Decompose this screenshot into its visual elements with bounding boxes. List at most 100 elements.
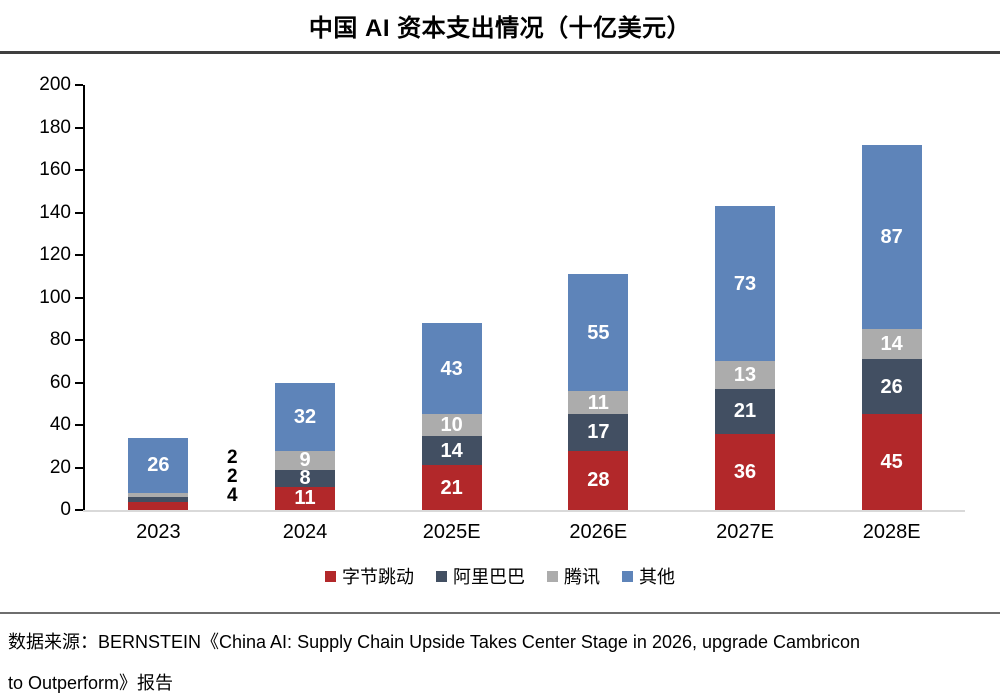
y-axis-line xyxy=(83,85,85,512)
legend-label: 字节跳动 xyxy=(342,567,414,587)
source-note: 数据来源：BERNSTEIN《China AI: Supply Chain Up… xyxy=(8,622,996,697)
y-axis-tick xyxy=(75,509,83,511)
y-axis-tick-label: 20 xyxy=(49,456,71,478)
y-axis-tick-label: 120 xyxy=(39,244,71,265)
y-axis-tick xyxy=(75,169,83,171)
bar-value-label: 21 xyxy=(440,476,463,499)
bar-value-label-outside: 2 xyxy=(227,447,238,468)
x-axis-category-label: 2023 xyxy=(136,521,181,543)
plot-area: 0 20 40 60 80 100 120 140 160 180 200 26 2 2 4 2023 11 8 9… xyxy=(39,74,965,543)
bar-value-label: 36 xyxy=(733,460,757,483)
y-axis-tick xyxy=(75,211,83,214)
source-line-2: to Outperform》报告 xyxy=(8,673,174,693)
bar-value-label: 17 xyxy=(587,421,610,444)
legend-item-阿里巴巴: 阿里巴巴 xyxy=(436,563,525,589)
y-axis-tick-label: 160 xyxy=(39,159,71,180)
legend-swatch-icon xyxy=(436,570,447,582)
chart-title: 中国 AI 资本支出情况（十亿美元） xyxy=(308,15,692,42)
bar-segment-其他-2027E: 73 xyxy=(715,206,775,362)
bar-segment-其他-2023: 26 xyxy=(128,437,189,493)
x-axis-category-label: 2028E xyxy=(862,521,921,543)
top-divider-line xyxy=(0,51,1000,54)
bar-segment-其他-2024: 32 xyxy=(275,382,335,451)
bar-segment-阿里巴巴-2024: 8 xyxy=(275,467,335,490)
y-axis-tick-label: 180 xyxy=(39,116,71,138)
bar-segment-字节跳动-2026E: 28 xyxy=(568,450,629,510)
y-axis-tick-label: 140 xyxy=(39,201,71,223)
x-axis-category-label: 2026E xyxy=(569,521,628,543)
y-axis-tick xyxy=(75,84,83,86)
bar-segment-腾讯-2024: 9 xyxy=(275,449,335,472)
bar-value-label: 26 xyxy=(880,375,903,398)
y-axis-tick xyxy=(75,126,83,129)
y-axis-tick xyxy=(75,254,83,256)
bar-segment-阿里巴巴-2028E: 26 xyxy=(861,359,922,415)
legend-label: 腾讯 xyxy=(564,567,600,587)
legend-label: 其他 xyxy=(639,567,675,587)
bar-segment-阿里巴巴-2023 xyxy=(128,497,189,502)
bar-segment-腾讯-2026E: 11 xyxy=(568,391,629,415)
bar-segment-腾讯-2028E: 14 xyxy=(861,329,922,360)
bar-value-label: 14 xyxy=(440,439,463,462)
bar-value-label: 32 xyxy=(293,405,317,428)
y-axis-tick xyxy=(75,339,83,341)
bar-segment-腾讯-2027E: 13 xyxy=(715,361,775,389)
bar-segment-字节跳动-2027E: 36 xyxy=(715,433,775,510)
bar-value-label: 55 xyxy=(587,321,610,344)
bar-value-label: 21 xyxy=(733,400,757,423)
y-axis-tick-label: 100 xyxy=(39,286,71,308)
y-axis-tick-label: 60 xyxy=(49,371,71,393)
bar-value-label: 87 xyxy=(880,225,903,248)
bar-value-label-outside: 4 xyxy=(227,485,238,506)
bar-segment-阿里巴巴-2027E: 21 xyxy=(715,388,775,434)
bottom-divider-line xyxy=(0,612,1000,614)
bar-segment-字节跳动-2024: 11 xyxy=(275,486,335,510)
bar-segment-阿里巴巴-2026E: 17 xyxy=(568,414,629,451)
y-axis-tick-label: 0 xyxy=(60,499,71,520)
legend-swatch-icon xyxy=(325,570,336,582)
y-axis-tick xyxy=(75,296,83,299)
bar-value-label: 8 xyxy=(299,467,311,490)
legend-swatch-icon xyxy=(622,570,633,582)
bar-value-label: 45 xyxy=(880,451,903,474)
bar-value-label: 9 xyxy=(299,449,311,472)
bar-segment-腾讯-2023 xyxy=(128,493,189,498)
bar-segment-其他-2026E: 55 xyxy=(568,274,629,391)
bar-segment-阿里巴巴-2025E: 14 xyxy=(421,435,482,466)
bar-value-label: 28 xyxy=(587,469,610,492)
bar-value-label: 11 xyxy=(587,391,609,414)
legend-swatch-icon xyxy=(547,570,558,582)
x-axis-category-label: 2027E xyxy=(716,521,774,543)
bar-value-label: 43 xyxy=(440,357,463,380)
legend-item-其他: 其他 xyxy=(622,563,675,589)
x-axis-category-label: 2024 xyxy=(282,521,328,543)
bar-segment-腾讯-2025E: 10 xyxy=(421,414,482,436)
bar-value-label: 11 xyxy=(294,487,316,510)
y-axis-tick xyxy=(75,381,83,384)
bar-value-label: 10 xyxy=(440,414,463,436)
y-axis-tick-label: 80 xyxy=(49,329,71,350)
y-axis-tick-label: 200 xyxy=(39,74,71,95)
bar-segment-字节跳动-2028E: 45 xyxy=(861,414,922,510)
bar-value-label: 73 xyxy=(733,272,757,295)
legend-item-腾讯: 腾讯 xyxy=(547,563,600,589)
bar-segment-字节跳动-2023 xyxy=(128,501,189,510)
x-axis-category-label: 2025E xyxy=(422,521,481,543)
bar-value-label: 14 xyxy=(880,333,903,356)
y-axis-tick xyxy=(75,466,83,469)
legend-item-字节跳动: 字节跳动 xyxy=(325,563,414,589)
chart-legend: 字节跳动 阿里巴巴 腾讯 其他 xyxy=(0,563,1000,589)
bar-segment-其他-2025E: 43 xyxy=(421,323,482,415)
bar-value-label-outside: 2 xyxy=(227,466,238,487)
legend-label: 阿里巴巴 xyxy=(453,567,525,587)
y-axis-tick-label: 40 xyxy=(49,414,71,435)
y-axis-tick xyxy=(75,424,83,426)
x-axis-baseline xyxy=(83,510,965,512)
bar-segment-字节跳动-2025E: 21 xyxy=(421,465,482,510)
source-line-1: 数据来源：BERNSTEIN《China AI: Supply Chain Up… xyxy=(8,632,861,652)
bar-value-label: 26 xyxy=(147,454,170,477)
bar-value-label: 13 xyxy=(733,364,757,387)
bar-segment-其他-2028E: 87 xyxy=(861,144,922,330)
